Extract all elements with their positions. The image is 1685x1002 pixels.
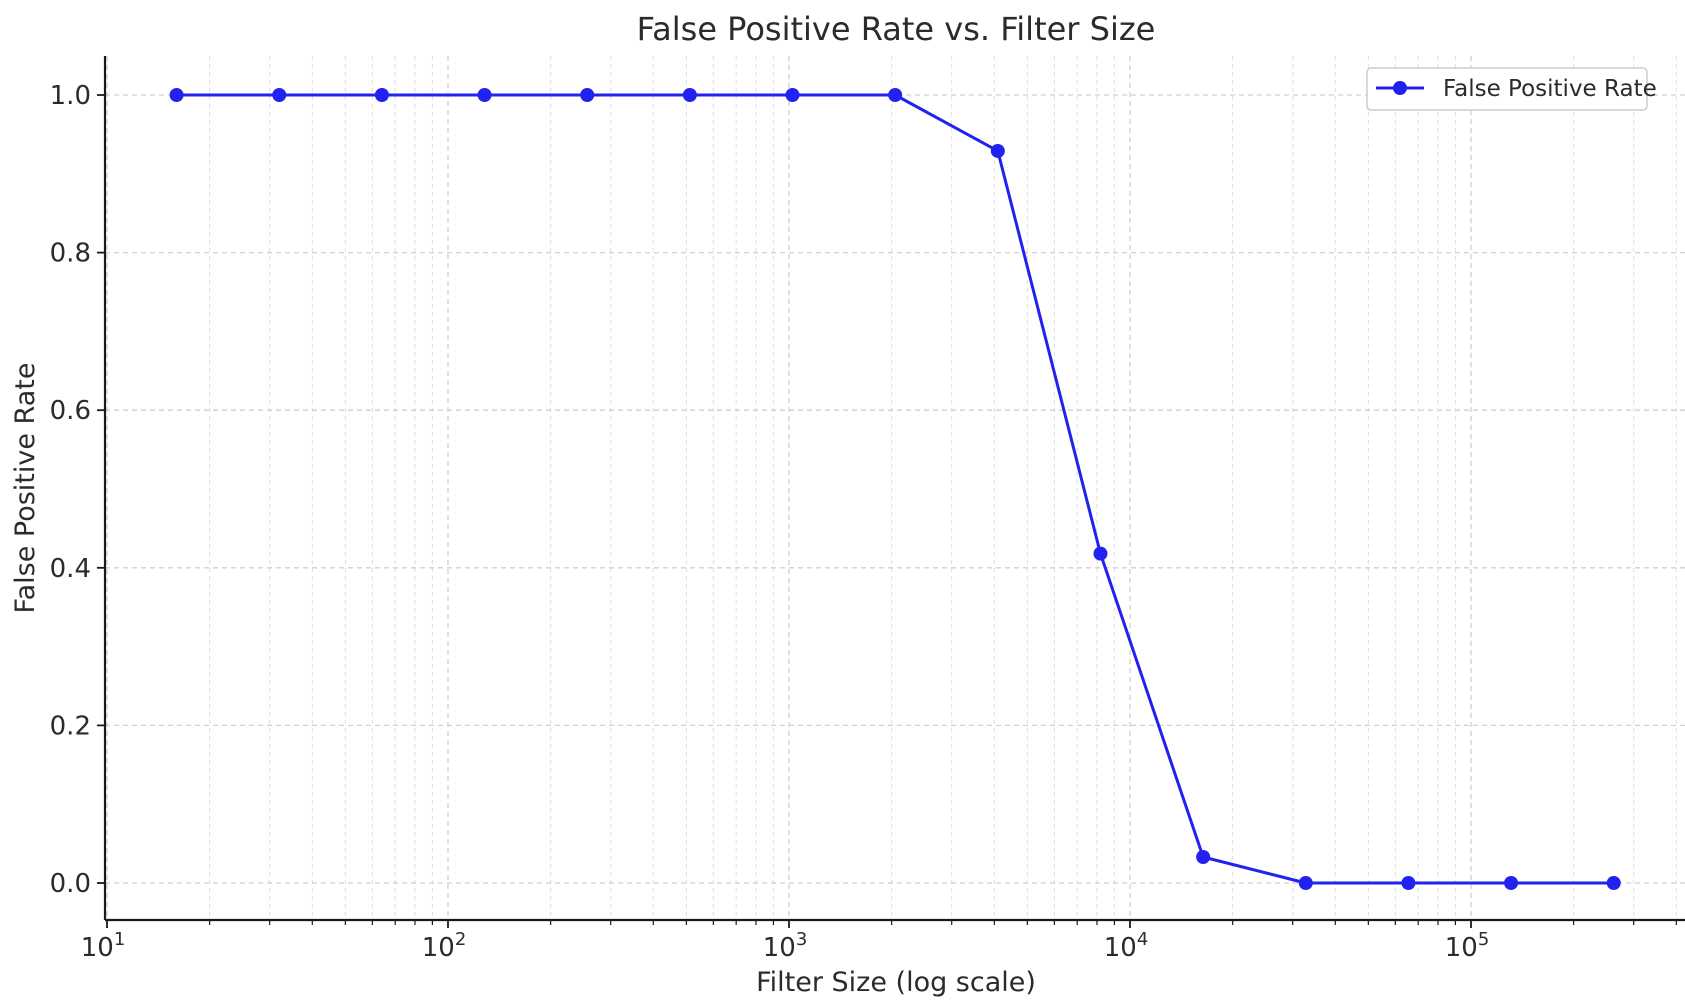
series-line xyxy=(176,93,1614,885)
y-tick-label: 0.6 xyxy=(50,396,91,426)
data-point xyxy=(272,88,287,102)
legend: False Positive Rate xyxy=(1366,67,1657,111)
grid xyxy=(105,56,1685,920)
x-axis-label: Filter Size (log scale) xyxy=(756,967,1036,998)
data-point xyxy=(1196,849,1211,864)
data-point xyxy=(990,143,1005,158)
y-tick-label: 0.8 xyxy=(50,239,91,269)
legend-marker xyxy=(1393,81,1407,95)
chart-title: False Positive Rate vs. Filter Size xyxy=(637,10,1156,48)
data-point xyxy=(374,88,389,102)
x-tick-label: 103 xyxy=(763,929,808,963)
y-tick-label: 0.0 xyxy=(50,869,91,899)
data-point xyxy=(682,88,697,102)
data-point xyxy=(785,88,800,102)
y-tick-label: 0.4 xyxy=(50,554,91,584)
data-point xyxy=(1093,546,1108,561)
x-tick-label: 101 xyxy=(81,929,126,963)
data-point xyxy=(1401,876,1416,890)
legend-box xyxy=(1366,67,1648,111)
y-axis-label: False Positive Rate xyxy=(10,363,41,614)
x-tick-label: 105 xyxy=(1445,929,1490,963)
data-point xyxy=(1606,876,1621,890)
x-tick-label: 102 xyxy=(422,929,467,963)
data-point xyxy=(888,88,903,102)
series xyxy=(169,88,1621,890)
data-point xyxy=(169,88,184,102)
data-point xyxy=(477,88,492,102)
data-point xyxy=(580,88,595,102)
y-tick-label: 0.2 xyxy=(50,711,91,741)
y-tick-label: 1.0 xyxy=(50,81,91,111)
data-point xyxy=(1298,876,1313,890)
legend-label: False Positive Rate xyxy=(1443,76,1657,102)
axes xyxy=(103,56,1685,922)
data-point xyxy=(1504,876,1519,890)
ticks: 0.0 0.2 0.4 0.6 0.8 1.0 101 102 103 104 105 xyxy=(50,81,1677,963)
x-tick-label: 104 xyxy=(1104,929,1149,963)
